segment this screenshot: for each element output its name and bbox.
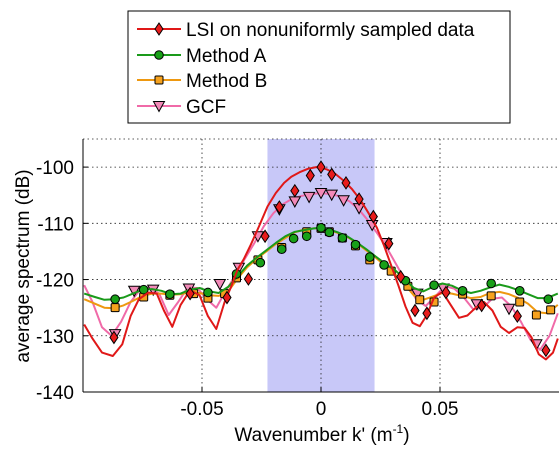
- data-point: [325, 189, 339, 202]
- data-point: [477, 298, 487, 313]
- data-point: [290, 183, 300, 198]
- y-tick-label: -140: [36, 383, 74, 404]
- legend-label: Method B: [186, 71, 267, 92]
- legend-swatch-marker: [154, 22, 164, 36]
- data-point: [486, 278, 496, 289]
- data-point: [314, 187, 328, 200]
- data-point: [502, 303, 516, 316]
- x-axis-label-unit-exponent: -1: [393, 422, 404, 436]
- data-point: [337, 233, 348, 243]
- data-point: [515, 297, 525, 307]
- legend-item-method-b: Method B: [137, 71, 267, 92]
- legend: LSI on nonuniformly sampled data Method A…: [127, 10, 511, 124]
- data-point: [316, 223, 326, 233]
- legend-swatch-marker: [154, 50, 164, 60]
- data-point: [305, 168, 315, 183]
- data-point: [301, 231, 312, 242]
- data-point: [255, 257, 266, 268]
- x-tick-label: -0.05: [180, 399, 223, 420]
- legend-label: GCF: [186, 97, 226, 118]
- data-point: [110, 294, 120, 305]
- x-axis-label: Wavenumber k' (m-1): [234, 422, 409, 446]
- axes: -0.05 0 0.05 -140 -130 -120 -110 -100: [36, 139, 559, 420]
- data-point: [541, 343, 551, 358]
- data-point: [543, 294, 554, 305]
- data-point: [364, 252, 375, 262]
- data-point: [213, 279, 227, 291]
- data-point: [354, 192, 364, 207]
- legend-swatch-marker: [154, 75, 164, 85]
- data-point: [243, 272, 254, 286]
- data-point: [441, 285, 451, 300]
- data-point: [546, 305, 556, 315]
- data-point: [514, 286, 525, 296]
- data-point: [274, 200, 284, 214]
- data-point: [396, 269, 406, 284]
- series-line: [83, 166, 559, 361]
- data-point: [486, 291, 496, 301]
- legend-label: LSI on nonuniformly sampled data: [186, 20, 475, 41]
- data-point: [410, 303, 420, 318]
- data-point: [512, 309, 522, 324]
- data-point: [341, 175, 351, 190]
- data-point: [422, 306, 432, 321]
- data-point: [324, 227, 335, 238]
- data-point: [109, 330, 119, 345]
- data-point: [429, 280, 439, 290]
- series-lsi-on-nonuniformly-sampled-data: [83, 160, 559, 361]
- x-axis-label-unit-close: ): [403, 425, 409, 446]
- data-point: [110, 303, 120, 313]
- legend-item-gcf: GCF: [137, 97, 226, 118]
- y-axis-label: average spectrum (dB): [13, 169, 34, 362]
- legend-swatch-marker: [152, 101, 166, 113]
- data-point: [457, 286, 468, 296]
- x-tick-label: 0.05: [422, 399, 459, 420]
- data-point: [531, 310, 541, 320]
- data-point: [276, 244, 287, 254]
- x-axis-label-unit: (m: [370, 425, 392, 446]
- legend-items: LSI on nonuniformly sampled data Method A…: [137, 20, 475, 118]
- data-point: [138, 284, 149, 295]
- data-point: [337, 195, 350, 207]
- x-axis-label-main: Wavenumber k': [234, 425, 365, 446]
- data-point: [302, 191, 316, 204]
- x-tick-label: 0: [316, 399, 327, 420]
- data-point: [384, 236, 394, 251]
- y-tick-label: -120: [36, 271, 74, 292]
- legend-item-method-a: Method A: [137, 46, 267, 67]
- data-point: [368, 209, 378, 224]
- data-point: [185, 286, 195, 301]
- data-point: [327, 167, 337, 182]
- data-point: [316, 160, 326, 175]
- y-tick-label: -110: [37, 214, 74, 235]
- data-point: [350, 239, 361, 250]
- y-tick-label: -130: [36, 327, 74, 348]
- data-point: [415, 295, 425, 305]
- grid: [83, 138, 559, 392]
- legend-item-lsi-on-nonuniformly-sampled-data: LSI on nonuniformly sampled data: [137, 20, 475, 41]
- data-point: [165, 289, 175, 299]
- data-point: [222, 290, 232, 305]
- data-point: [203, 287, 213, 298]
- legend-label: Method A: [186, 46, 267, 67]
- y-tick-label: -100: [36, 158, 74, 179]
- series-layer: [83, 160, 559, 361]
- legend-box: [127, 10, 511, 124]
- data-point: [260, 229, 270, 244]
- data-point: [288, 233, 299, 244]
- data-point: [379, 260, 389, 270]
